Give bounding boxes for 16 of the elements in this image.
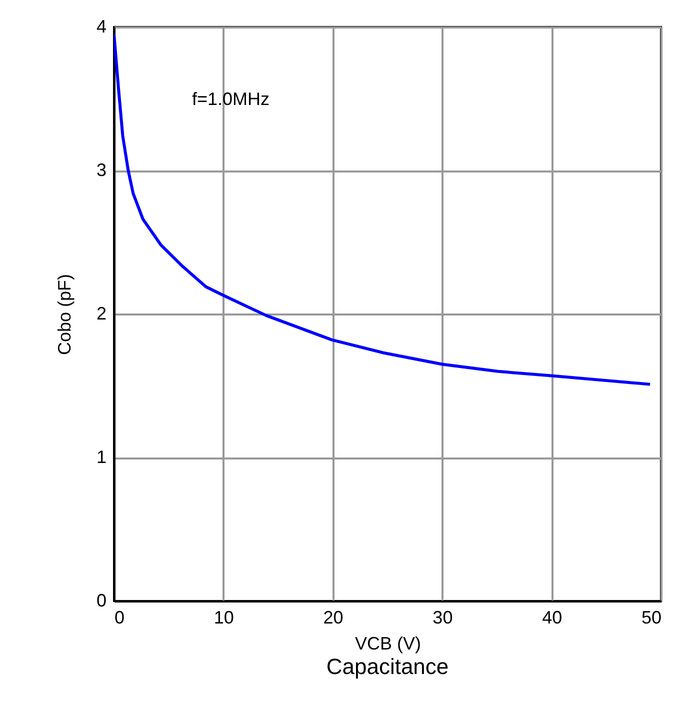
x-axis-title: VCB (V) [354,634,422,654]
y-tick-label: 3 [96,160,106,180]
y-tick-label: 1 [96,447,106,467]
x-tick-label: 20 [323,608,344,628]
x-tick-label: 40 [542,608,562,628]
x-tick-label: 30 [432,608,453,628]
y-tick-label: 4 [96,16,106,36]
annotation: f=1.0MHz [192,89,270,109]
x-tick-label: 10 [214,608,234,628]
x-tick-label: 50 [641,608,662,628]
y-axis-title: Cobo (pF) [54,274,74,356]
y-tick-label: 2 [96,304,106,324]
x-tick-label: 0 [114,608,125,628]
line-series [114,32,652,386]
y-tick-label: 0 [96,590,106,610]
text: Capacitance [326,654,449,679]
